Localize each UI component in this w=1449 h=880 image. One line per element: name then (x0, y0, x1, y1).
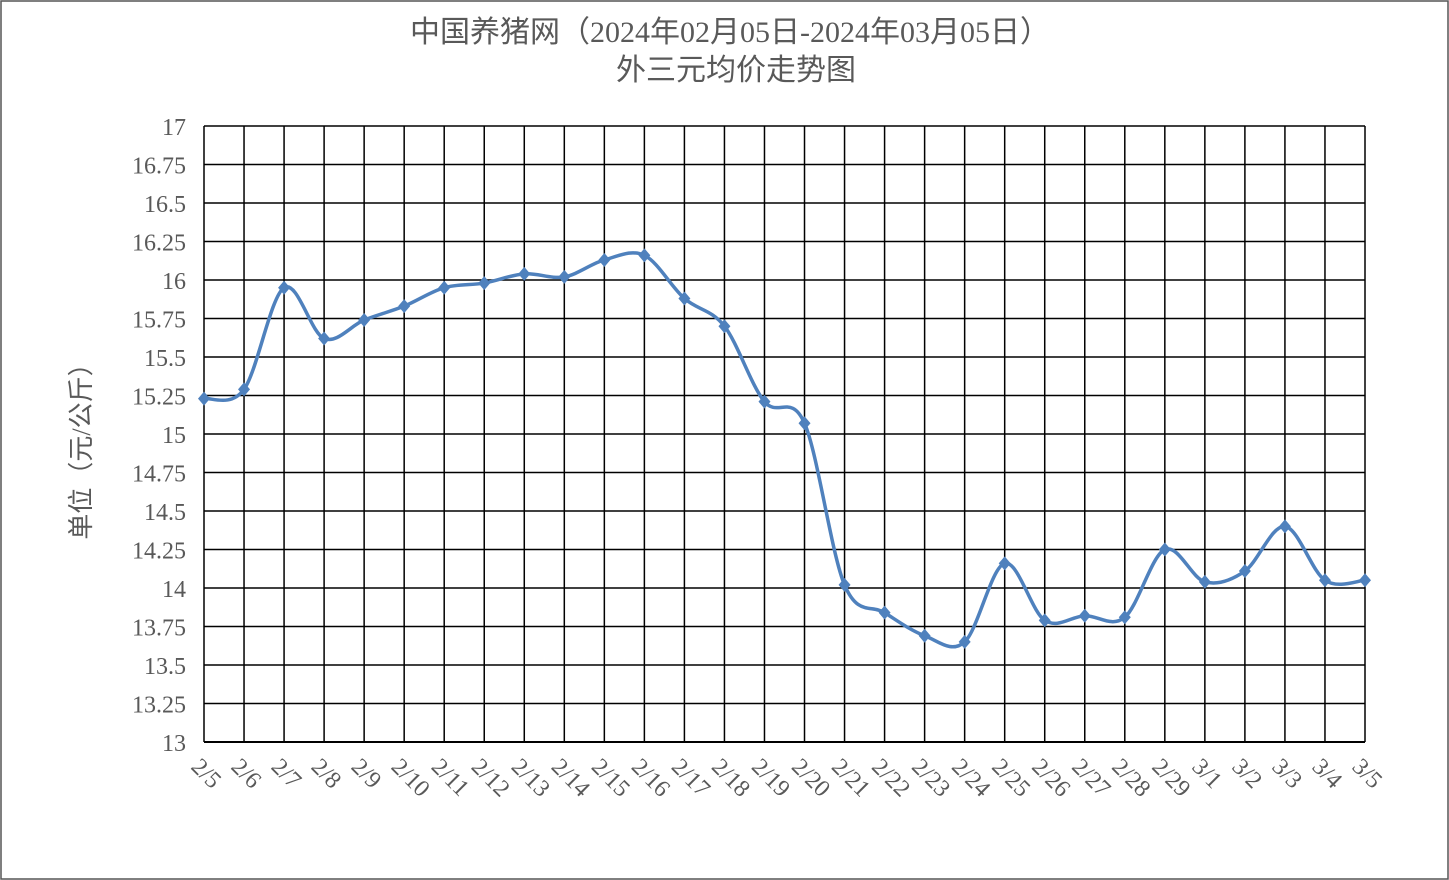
y-tick-label: 15 (162, 423, 186, 449)
marker (318, 331, 331, 346)
marker (1238, 564, 1251, 579)
marker (558, 269, 571, 284)
y-tick-label: 13.75 (132, 616, 186, 642)
y-tick-label: 14.25 (132, 539, 186, 565)
marker (1078, 608, 1091, 623)
marker (198, 391, 210, 406)
marker (878, 605, 891, 620)
marker (1318, 573, 1331, 588)
y-tick-label: 14.75 (132, 462, 186, 488)
marker (838, 577, 851, 592)
marker (798, 416, 811, 431)
y-tick-label: 15.25 (132, 385, 186, 411)
marker (238, 382, 251, 397)
marker (958, 634, 971, 649)
chart-subtitle: 外三元均价走势图 (616, 54, 856, 87)
y-tick-label: 16 (162, 269, 186, 295)
y-tick-label: 16.75 (132, 154, 186, 180)
y-tick-label: 16.5 (144, 192, 186, 218)
marker (718, 319, 731, 334)
y-tick-label: 14 (162, 577, 186, 603)
marker (518, 266, 531, 281)
marker (1198, 574, 1211, 589)
marker (918, 628, 931, 643)
y-tick-label: 16.25 (132, 231, 186, 257)
y-tick-label: 15.5 (144, 346, 186, 372)
y-tick-label: 14.5 (144, 500, 186, 526)
y-tick-label: 15.75 (132, 308, 186, 334)
marker (438, 280, 451, 295)
y-tick-label: 13.5 (144, 654, 186, 680)
y-tick-label: 13 (162, 731, 186, 757)
marker (478, 276, 491, 291)
marker (1118, 610, 1131, 625)
marker (998, 556, 1011, 571)
marker (1038, 613, 1051, 628)
chart-title: 中国养猪网（2024年02月05日-2024年03月05日） (410, 16, 1050, 49)
y-tick-label: 13.25 (132, 693, 186, 719)
marker (358, 313, 371, 328)
marker (278, 280, 291, 295)
marker (1278, 519, 1291, 534)
marker (758, 394, 771, 409)
marker (1158, 542, 1171, 557)
marker (678, 291, 691, 306)
y-axis-label: 单位（元/公斤） (67, 350, 96, 539)
marker (638, 248, 651, 263)
marker (1359, 573, 1371, 588)
marker (598, 252, 611, 267)
marker (398, 299, 411, 314)
y-tick-label: 17 (162, 115, 186, 141)
